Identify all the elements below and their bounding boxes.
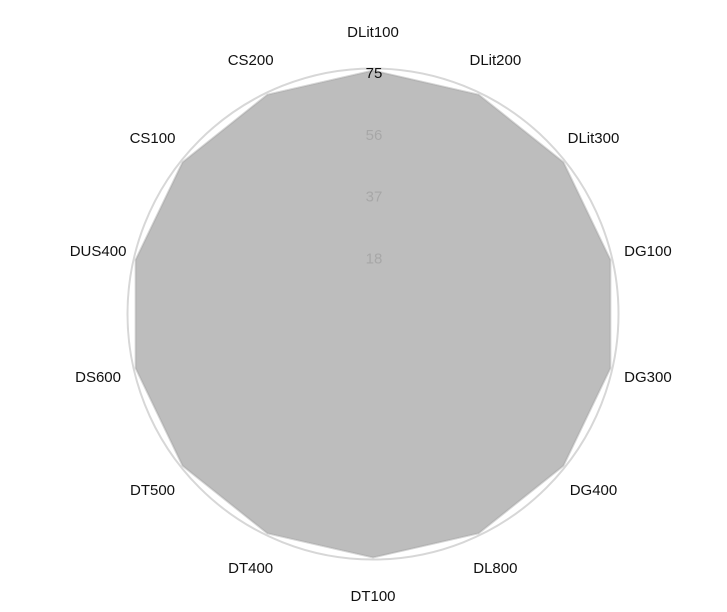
axis-label-dg300: DG300 bbox=[624, 369, 672, 386]
axis-label-ds600: DS600 bbox=[75, 369, 121, 386]
axis-label-dlit300: DLit300 bbox=[568, 130, 620, 147]
axis-label-dlit100: DLit100 bbox=[347, 24, 399, 41]
axis-label-cs100: CS100 bbox=[130, 130, 176, 147]
axis-label-dl800: DL800 bbox=[473, 560, 517, 577]
axis-label-dlit200: DLit200 bbox=[470, 52, 522, 69]
tick-label-56: 56 bbox=[366, 127, 383, 144]
axis-label-dus400: DUS400 bbox=[70, 243, 127, 260]
series-group bbox=[135, 70, 611, 558]
axis-label-dt500: DT500 bbox=[130, 482, 175, 499]
axis-label-dg100: DG100 bbox=[624, 243, 672, 260]
tick-labels-group: 18 37 56 75 bbox=[366, 65, 383, 267]
tick-label-37: 37 bbox=[366, 189, 383, 206]
tick-label-75: 75 bbox=[366, 65, 383, 82]
axis-labels-group: DLit100 DLit200 DLit300 DG100 DG300 DG400 DL80… bbox=[70, 24, 672, 605]
outer-ring bbox=[126, 67, 620, 561]
series-area bbox=[135, 70, 611, 558]
axis-label-dt100: DT100 bbox=[350, 588, 395, 605]
axis-label-dt400: DT400 bbox=[228, 560, 273, 577]
axis-label-cs200: CS200 bbox=[228, 52, 274, 69]
tick-label-18: 18 bbox=[366, 250, 383, 267]
axis-label-dg400: DG400 bbox=[570, 482, 618, 499]
